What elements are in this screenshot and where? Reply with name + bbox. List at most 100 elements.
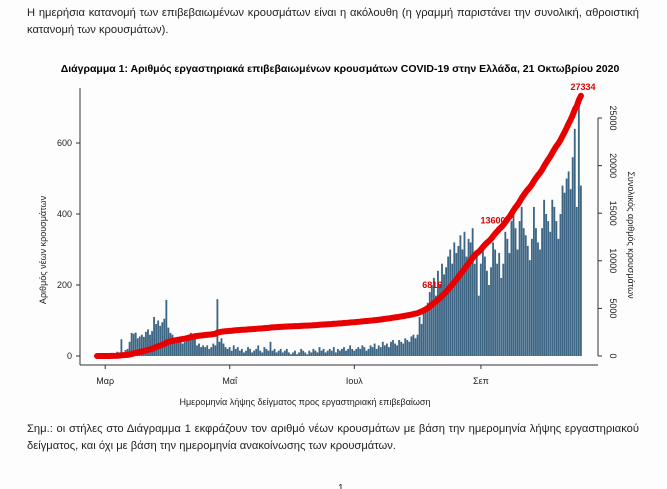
bar — [577, 100, 580, 357]
bar — [530, 238, 533, 356]
bar — [153, 316, 156, 356]
bar — [408, 341, 411, 356]
bar — [245, 350, 247, 356]
bar — [232, 345, 235, 356]
bar — [308, 350, 311, 356]
bar — [430, 285, 433, 356]
bar — [265, 348, 268, 356]
y2-tick-label: 0 — [608, 353, 618, 358]
bar — [477, 295, 480, 356]
bar — [334, 352, 337, 356]
bar — [341, 348, 343, 356]
bar — [296, 354, 298, 356]
bar — [377, 345, 380, 356]
bar — [236, 347, 239, 356]
bar — [273, 348, 276, 356]
bar — [212, 343, 215, 356]
x-tick-label: Ιουλ — [346, 376, 363, 386]
bar — [206, 345, 209, 356]
chart-title: Διάγραμμα 1: Αριθμός εργαστηριακά επιβεβ… — [61, 63, 620, 75]
bar — [136, 338, 139, 356]
y2-tick-label: 10000 — [608, 248, 618, 273]
bar — [230, 350, 233, 356]
bar — [310, 352, 313, 356]
bar — [535, 228, 537, 356]
bar — [249, 348, 251, 356]
bar — [287, 352, 290, 356]
bar — [189, 332, 192, 356]
bar — [194, 338, 196, 356]
bar — [314, 350, 317, 356]
bar — [459, 235, 462, 356]
bar — [571, 157, 574, 356]
bar — [261, 352, 264, 356]
bar — [514, 228, 517, 356]
bar — [330, 350, 333, 356]
bar — [363, 347, 366, 356]
x-axis-label: Ημερομηνία λήψης δείγματος προς εργαστηρ… — [180, 397, 431, 407]
bar — [200, 347, 202, 356]
bar — [151, 331, 153, 356]
bar — [247, 347, 249, 356]
bar — [488, 285, 490, 356]
bar — [473, 263, 476, 356]
bar — [396, 345, 399, 356]
bar — [191, 334, 194, 356]
bar — [336, 348, 339, 356]
bar — [277, 350, 280, 356]
bar — [130, 332, 133, 356]
bar — [187, 334, 190, 356]
bar — [234, 348, 237, 356]
bar — [355, 348, 358, 356]
bar — [494, 249, 497, 356]
bar — [289, 354, 292, 356]
bar — [563, 192, 566, 356]
bar — [447, 256, 450, 356]
y2-tick-label: 25000 — [608, 105, 618, 130]
bar — [196, 345, 198, 356]
cumulative-line — [94, 92, 584, 359]
bar — [271, 350, 274, 356]
bar — [285, 348, 288, 356]
bar — [394, 343, 396, 356]
bar — [251, 352, 254, 356]
bar — [541, 228, 543, 356]
bar — [418, 316, 421, 356]
bar — [486, 270, 488, 356]
bar — [177, 341, 180, 356]
bar — [292, 352, 294, 356]
bar — [316, 352, 319, 356]
bar — [555, 221, 558, 356]
bar — [471, 228, 474, 356]
bar — [226, 348, 229, 356]
bar — [498, 253, 501, 356]
bar — [255, 348, 258, 356]
bar — [428, 292, 431, 356]
y-tick-label: 400 — [57, 209, 72, 219]
bar — [228, 347, 231, 356]
bar — [138, 336, 141, 356]
y2-axis-label: Συνολικός αριθμός κρουσμάτων — [626, 171, 636, 299]
bar — [573, 128, 576, 356]
bar — [326, 350, 329, 356]
bar — [549, 231, 552, 356]
bar — [159, 325, 162, 356]
bar — [551, 199, 554, 356]
bar — [128, 341, 131, 356]
bar — [165, 299, 168, 356]
bar — [369, 345, 372, 356]
bar — [173, 340, 176, 356]
bar — [528, 260, 531, 356]
bar — [575, 206, 578, 356]
bar — [500, 277, 503, 356]
bar — [451, 263, 454, 356]
bar — [216, 299, 219, 356]
bar — [367, 348, 370, 356]
cumulative-label: 6816 — [422, 280, 442, 290]
bar — [169, 332, 172, 356]
bar — [410, 336, 413, 356]
bar — [318, 347, 321, 356]
bar — [390, 341, 392, 356]
y-axis-label: Αριθμός νέων κρουσμάτων — [38, 195, 48, 304]
